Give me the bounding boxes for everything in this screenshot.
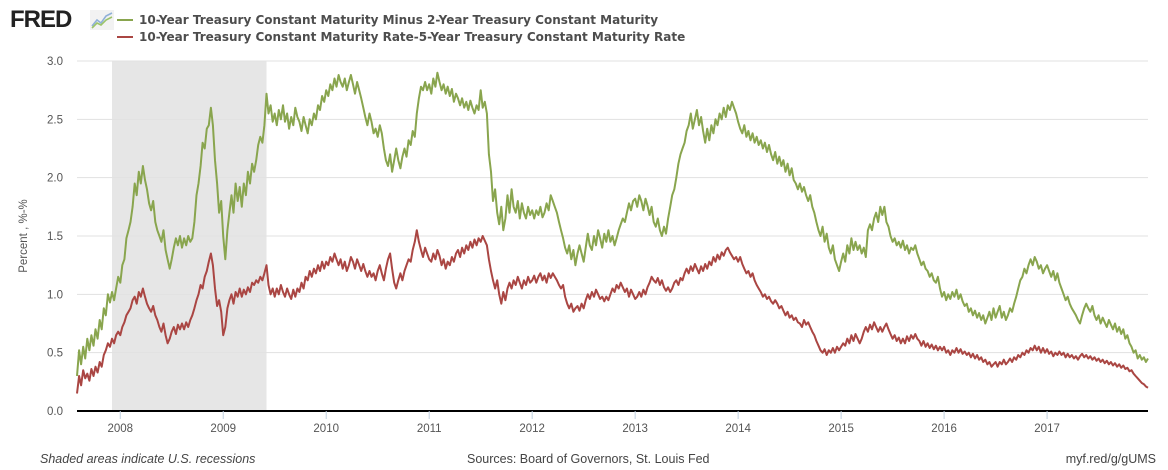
legend-item[interactable]: 10-Year Treasury Constant Maturity Minus… <box>117 11 685 28</box>
x-tick-label: 2009 <box>210 423 236 435</box>
y-tick-label: 2.5 <box>47 114 63 126</box>
x-tick-label: 2013 <box>622 423 648 435</box>
x-tick-label: 2011 <box>417 423 442 435</box>
chart-header: FRED 10-Year Treasury Constant Maturity … <box>0 0 1168 50</box>
y-tick-label: 2.0 <box>47 173 63 185</box>
x-tick-label: 2012 <box>519 423 545 435</box>
series-line-ten-minus-two[interactable] <box>76 71 1149 377</box>
legend-swatch-green <box>117 18 133 21</box>
fred-logo[interactable]: FRED <box>10 6 72 33</box>
short-url-link[interactable]: myf.red/g/gUMS <box>1065 452 1156 466</box>
x-axis-ticks: 2008 2009 2010 2011 2012 2013 2014 2015 2016 2017 <box>107 411 1060 435</box>
y-tick-label: 0.5 <box>47 348 63 360</box>
y-tick-label: 0.0 <box>47 406 63 418</box>
legend-item[interactable]: 10-Year Treasury Constant Maturity Rate-… <box>117 28 685 45</box>
sources-text: Sources: Board of Governors, St. Louis F… <box>467 452 710 466</box>
legend-swatch-red <box>117 35 133 38</box>
x-tick-label: 2014 <box>725 423 751 435</box>
y-tick-label: 1.5 <box>47 231 63 243</box>
chart-line-icon <box>90 10 114 30</box>
y-tick-label: 3.0 <box>47 56 63 68</box>
x-tick-label: 2010 <box>313 423 339 435</box>
x-tick-label: 2016 <box>931 423 957 435</box>
series-layer <box>76 71 1149 394</box>
x-tick-label: 2008 <box>107 423 133 435</box>
y-tick-label: 1.0 <box>47 289 63 301</box>
legend-label[interactable]: 10-Year Treasury Constant Maturity Minus… <box>139 12 659 27</box>
x-tick-label: 2015 <box>828 423 854 435</box>
recession-note: Shaded areas indicate U.S. recessions <box>40 452 256 466</box>
series-line-ten-minus-five[interactable] <box>76 229 1149 394</box>
x-tick-label: 2017 <box>1034 423 1060 435</box>
y-axis-ticks: 0.0 0.5 1.0 1.5 2.0 2.5 3.0 <box>47 56 63 418</box>
legend: 10-Year Treasury Constant Maturity Minus… <box>117 11 685 45</box>
y-axis-title: Percent , %-% <box>18 199 30 273</box>
legend-label[interactable]: 10-Year Treasury Constant Maturity Rate-… <box>139 29 686 44</box>
